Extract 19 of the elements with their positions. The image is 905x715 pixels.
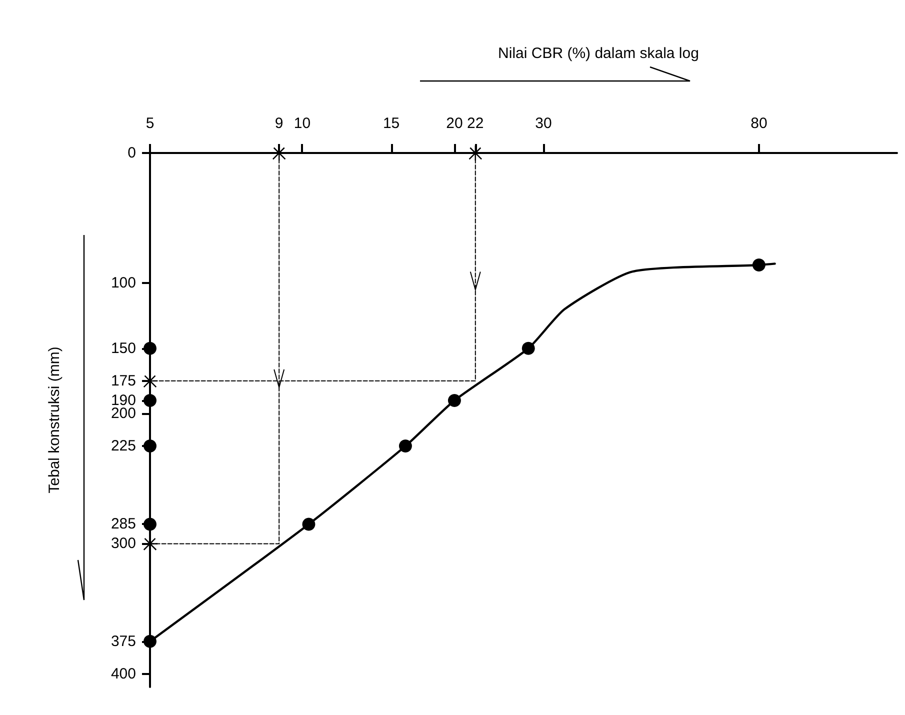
x-tick-label: 30 xyxy=(535,115,552,132)
y-tick-label: 285 xyxy=(110,516,136,533)
y-tick-label: 175 xyxy=(110,372,136,390)
x-tick-label: 80 xyxy=(750,115,768,132)
x-tick-label: 20 xyxy=(446,115,463,132)
y-tick-label: 225 xyxy=(110,438,136,455)
y-tick-label: 400 xyxy=(110,665,136,682)
x-tick-label: 10 xyxy=(294,115,311,132)
x-tick-label: 22 xyxy=(467,115,484,132)
y-tick-label: 300 xyxy=(110,535,136,552)
y-tick-label: 0 xyxy=(128,144,136,162)
x-axis-title: Nilai CBR (%) dalam skala log xyxy=(498,45,699,62)
y-tick-label: 375 xyxy=(110,632,136,650)
y-axis-title: Tebal konstruksi (mm) xyxy=(46,346,63,494)
y-tick-label: 100 xyxy=(110,274,136,292)
y-tick-label: 150 xyxy=(110,340,136,357)
x-tick-label: 15 xyxy=(382,115,400,132)
x-tick-label: 9 xyxy=(274,115,284,132)
x-tick-label: 5 xyxy=(146,115,154,132)
